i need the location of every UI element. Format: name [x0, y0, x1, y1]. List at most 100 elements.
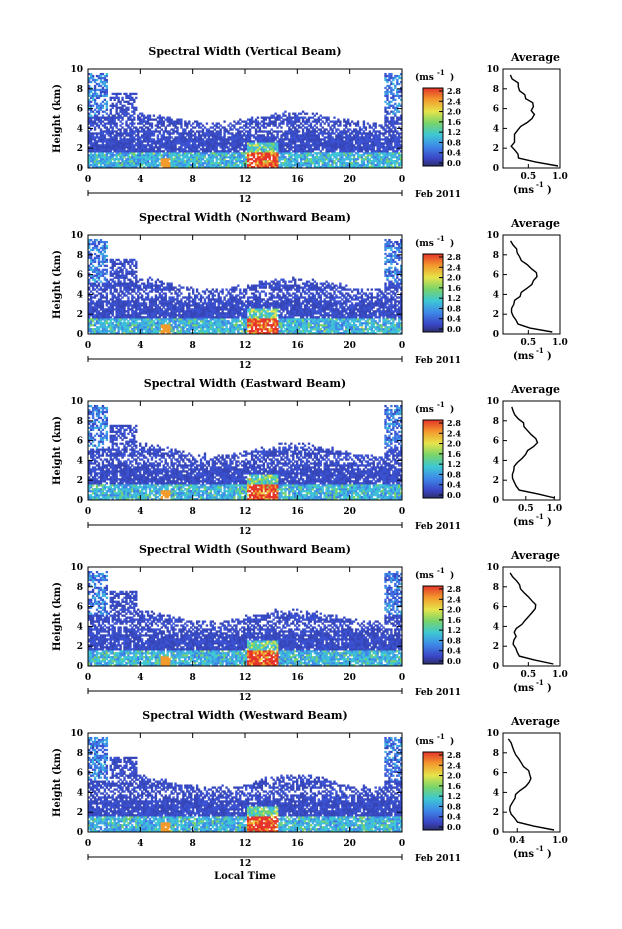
heatmap-cell	[313, 138, 317, 141]
heatmap-cell	[358, 166, 362, 169]
heatmap-cell	[88, 100, 91, 103]
heatmap-cell	[125, 300, 128, 303]
heatmap-cell	[121, 270, 124, 273]
heatmap-cell	[382, 138, 385, 141]
heatmap-cell	[339, 162, 342, 165]
heatmap-cell	[144, 154, 148, 157]
heatmap-cell	[93, 296, 97, 299]
heatmap-cell	[154, 332, 158, 335]
heatmap-cell	[144, 288, 148, 291]
heatmap-cell	[241, 162, 244, 165]
heatmap-cell	[396, 116, 399, 119]
heatmap-cell	[394, 138, 397, 141]
heatmap-cell	[235, 140, 238, 143]
heatmap-cell	[121, 166, 124, 169]
heatmap-cell	[144, 150, 148, 153]
heatmap-cell	[315, 144, 319, 147]
heatmap-cell	[223, 142, 226, 145]
heatmap-cell	[91, 302, 95, 305]
heatmap-cell	[184, 120, 187, 123]
heatmap-cell	[152, 312, 156, 315]
heatmap-cell	[111, 318, 114, 321]
heatmap-cell	[99, 274, 103, 277]
heatmap-cell	[111, 266, 114, 269]
heatmap-cell	[93, 282, 97, 285]
heatmap-cell	[119, 328, 122, 331]
heatmap-cell	[158, 280, 162, 283]
heatmap-cell	[299, 138, 303, 141]
heatmap-cell	[303, 136, 307, 139]
heatmap-cell	[243, 138, 246, 141]
heatmap-cell	[89, 152, 93, 155]
heatmap-cell	[127, 138, 130, 141]
heatmap-cell	[97, 148, 101, 151]
heatmap-cell	[121, 110, 124, 113]
heatmap-cell	[97, 144, 101, 147]
heatmap-cell	[319, 124, 322, 127]
heatmap-cell	[152, 160, 156, 163]
heatmap-cell	[123, 320, 126, 323]
heatmap-cell	[135, 128, 138, 131]
heatmap-cell	[127, 332, 130, 335]
heatmap-cell	[235, 138, 238, 141]
heatmap-cell	[152, 320, 156, 323]
heatmap-cell	[274, 130, 277, 133]
heatmap-cell	[201, 140, 205, 143]
heatmap-cell	[364, 150, 368, 153]
heatmap-cell	[376, 154, 379, 157]
heatmap-cell	[123, 286, 126, 289]
heatmap-cell	[135, 292, 138, 295]
heatmap-cell	[278, 152, 281, 155]
heatmap-cell	[111, 140, 114, 143]
heatmap-cell	[211, 148, 214, 151]
heatmap-cell	[142, 128, 146, 131]
heatmap-cell	[119, 120, 122, 123]
heatmap-cell	[215, 136, 218, 139]
heatmap-cell	[219, 150, 222, 153]
heatmap-cell	[93, 252, 97, 256]
heatmap-cell	[131, 156, 134, 159]
heatmap-cell	[315, 146, 319, 149]
heatmap-cell	[276, 154, 279, 157]
heatmap-cell	[250, 142, 254, 145]
heatmap-cell	[164, 318, 167, 321]
heatmap-cell	[91, 150, 95, 153]
heatmap-cell	[368, 136, 371, 139]
heatmap-cell	[168, 286, 171, 289]
heatmap-cell	[254, 120, 258, 123]
heatmap-cell	[339, 164, 342, 167]
heatmap-cell	[111, 142, 114, 145]
heatmap-cell	[315, 142, 319, 145]
heatmap-cell	[360, 164, 364, 167]
heatmap-cell	[297, 136, 301, 139]
heatmap-cell	[91, 110, 95, 113]
heatmap-cell	[360, 136, 364, 139]
heatmap-cell	[388, 126, 391, 129]
heatmap-cell	[121, 142, 124, 145]
heatmap-cell	[178, 316, 181, 319]
heatmap-cell	[354, 136, 358, 139]
heatmap-cell	[160, 124, 163, 127]
heatmap-cell	[131, 120, 134, 123]
heatmap-cell	[131, 158, 134, 161]
heatmap-cell	[229, 138, 232, 141]
heatmap-cell	[93, 100, 97, 103]
heatmap-cell	[347, 142, 350, 145]
heatmap-cell	[148, 140, 152, 143]
heatmap-cell	[286, 158, 289, 161]
heatmap-cell	[164, 312, 167, 315]
heatmap-cell	[131, 308, 134, 311]
heatmap-cell	[93, 92, 97, 96]
heatmap-cell	[88, 294, 91, 297]
heatmap-cell	[325, 118, 328, 121]
heatmap-cell	[248, 134, 252, 137]
heatmap-cell	[290, 128, 293, 131]
heatmap-cell	[125, 268, 128, 271]
heatmap-cell	[284, 148, 287, 151]
heatmap-cell	[390, 158, 393, 161]
heatmap-cell	[160, 302, 163, 305]
heatmap-cell	[174, 162, 177, 165]
heatmap-cell	[184, 316, 187, 319]
heatmap-cell	[166, 312, 169, 315]
heatmap-cell	[331, 124, 334, 127]
